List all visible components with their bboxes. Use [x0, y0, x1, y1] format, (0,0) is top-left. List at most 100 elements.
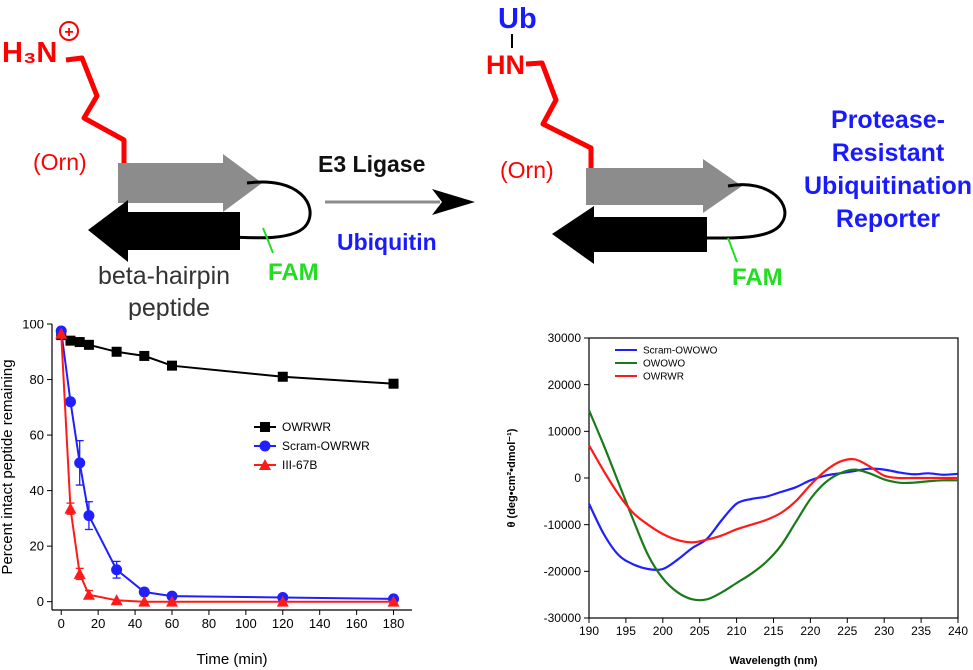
x-tick-label: 205: [690, 624, 710, 638]
point-iii-67b: [64, 502, 77, 514]
legend-marker-iii-67b: [259, 459, 271, 470]
hairpin-loop-right: [703, 183, 787, 240]
x-tick-label: 80: [202, 616, 216, 631]
product-title-line3: Ubiquitination: [804, 172, 972, 200]
y-tick-label: 20000: [548, 378, 582, 392]
upper-strand-arrow: [118, 154, 262, 212]
x-tick-label: 0: [58, 616, 65, 631]
degradation-chart: 0 20 40 60 80 100 120 140 160 180 0 20 40 60 80 100 Time…: [0, 320, 412, 668]
x-tick-label: 225: [837, 624, 857, 638]
x-tick-label: 220: [800, 624, 820, 638]
fam-label-right: FAM: [732, 264, 783, 291]
x-tick-label: 200: [653, 624, 673, 638]
upper-strand-arrow-right: [586, 159, 742, 213]
point-scram-owrwr: [111, 564, 123, 576]
y-tick-label: 0: [574, 471, 581, 485]
product-title: Protease- Resistant Ubiquitination Repor…: [804, 106, 972, 233]
x-tick-label: 195: [616, 624, 636, 638]
orn-label-right: (Orn): [500, 157, 554, 183]
point-iii-67b: [387, 595, 400, 607]
x-tick-label: 180: [383, 616, 405, 631]
x-tick-label: 100: [235, 616, 257, 631]
y-axis-label: θ (deg•cm²•dmol⁻¹): [506, 428, 518, 527]
legend-label-owrwr: OWRWR: [282, 420, 331, 434]
point-owrwr: [277, 371, 288, 382]
point-iii-67b: [276, 595, 289, 607]
product-title-line1: Protease-: [831, 106, 945, 134]
series-line-scram-owowo: [588, 467, 959, 571]
legend-label-scram-owrwr: Scram-OWRWR: [282, 439, 370, 453]
point-owrwr: [111, 346, 122, 357]
x-tick-label: 20: [91, 616, 105, 631]
x-tick-label: 120: [272, 616, 294, 631]
fam-label-left: FAM: [268, 259, 319, 286]
cofactor-label: Ubiquitin: [337, 229, 437, 255]
point-owrwr: [139, 350, 150, 361]
point-iii-67b: [138, 595, 151, 607]
point-scram-owrwr: [83, 510, 95, 522]
series-line-owrwr: [588, 444, 958, 544]
legend-marker-owrwr: [260, 422, 270, 432]
right-peptide: Ub HN (Orn) FAM: [486, 3, 787, 291]
point-scram-owrwr: [74, 457, 86, 469]
legend-label-scram-owowo: Scram-OWOWO: [643, 346, 718, 357]
x-tick-label: 210: [727, 624, 747, 638]
y-tick-label: 100: [22, 320, 44, 332]
legend-label-iii-67b: III-67B: [282, 458, 317, 472]
x-tick-label: 140: [309, 616, 331, 631]
x-tick-label: 40: [128, 616, 142, 631]
left-peptide: H₃N + (Orn) FAM beta-hairpin peptide: [2, 21, 319, 320]
positive-charge-sign: +: [64, 24, 73, 41]
x-tick-label: 215: [763, 624, 783, 638]
cd-spectrum-chart: 190 195 200 205 210 215 220 225 230 235 240 -30000 -…: [506, 331, 968, 667]
series-line-owowo: [587, 409, 959, 602]
product-title-line4: Reporter: [836, 205, 940, 233]
legend-label-owowo: OWOWO: [643, 359, 685, 370]
y-tick-label: 10000: [548, 425, 582, 439]
y-tick-label: -20000: [544, 565, 582, 579]
positive-charge-icon: [59, 21, 79, 41]
point-iii-67b: [73, 567, 86, 579]
arrow-head-icon: [432, 189, 475, 215]
x-tick-label: 60: [165, 616, 179, 631]
ornithine-sidechain: [65, 55, 127, 178]
point-owrwr: [388, 378, 399, 389]
series-line-owrwr: [60, 334, 394, 385]
y-tick-label: 30000: [548, 331, 582, 345]
peptide-label-line2: peptide: [128, 294, 210, 320]
x-axis-label: Time (min): [196, 651, 267, 668]
lower-strand-arrow-right: [552, 206, 707, 264]
y-tick-label: 20: [30, 539, 44, 554]
orn-label-left: (Orn): [33, 149, 87, 175]
enzyme-label: E3 Ligase: [318, 151, 425, 177]
ornithine-sidechain-right: [525, 60, 594, 186]
amine-label: H₃N: [2, 37, 57, 69]
x-tick-label: 190: [579, 624, 599, 638]
product-title-line2: Resistant: [832, 139, 945, 167]
x-axis-label: Wavelength (nm): [729, 655, 818, 667]
x-tick-label: 230: [874, 624, 894, 638]
lower-strand-arrow: [88, 200, 240, 262]
point-iii-67b: [110, 594, 123, 606]
y-tick-label: 40: [30, 483, 44, 498]
legend-label-owrwr: OWRWR: [643, 372, 684, 383]
peptide-label-line1: beta-hairpin: [98, 262, 230, 290]
fam-linker-right: [727, 237, 738, 263]
y-tick-label: 80: [30, 372, 44, 387]
point-iii-67b: [82, 588, 95, 600]
reaction-arrow: E3 Ligase Ubiquitin: [318, 151, 475, 255]
point-owrwr: [74, 337, 85, 348]
x-tick-label: 235: [911, 624, 931, 638]
y-tick-label: 60: [30, 428, 44, 443]
x-tick-label: 160: [346, 616, 368, 631]
y-tick-label: 0: [37, 594, 44, 609]
fam-linker-left: [262, 227, 274, 254]
point-scram-owrwr: [64, 396, 76, 408]
x-tick-label: 240: [948, 624, 968, 638]
nh-label: HN: [486, 50, 525, 80]
legend-marker-scram-owrwr: [259, 440, 271, 452]
point-owrwr: [83, 339, 94, 350]
y-axis-label: Percent intact peptide remaining: [0, 359, 16, 574]
reaction-scheme: H₃N + (Orn) FAM beta-hairpin peptide E3 …: [2, 3, 972, 320]
